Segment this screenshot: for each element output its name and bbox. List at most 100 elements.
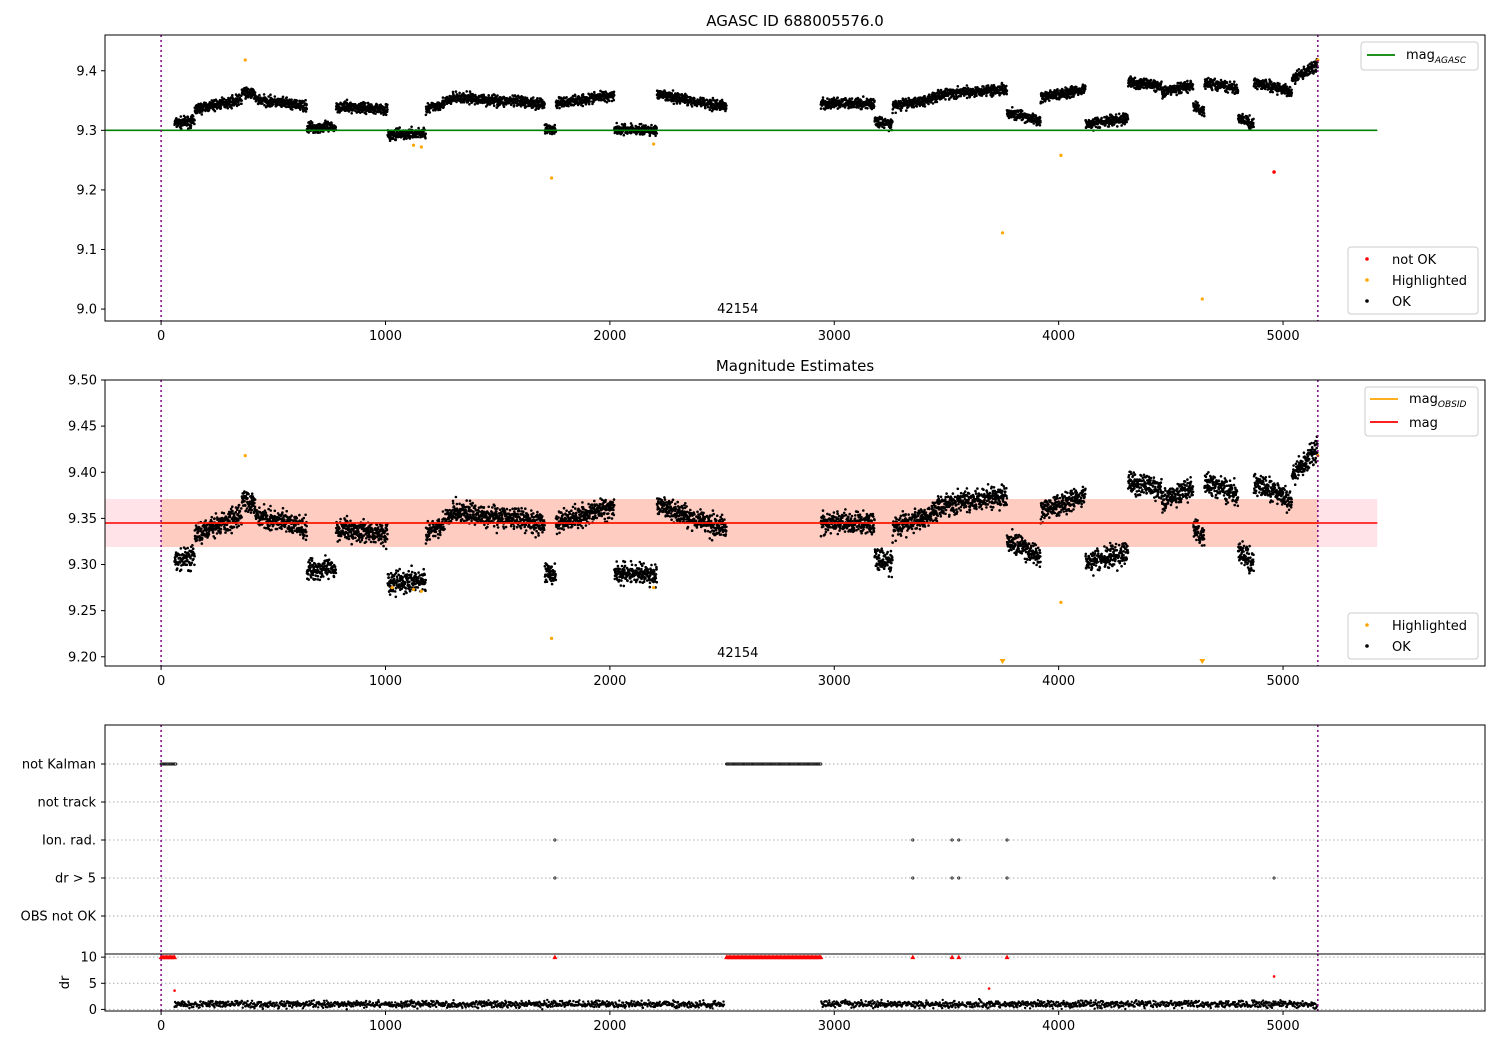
ok-point (1188, 88, 1191, 92)
ok-point (187, 127, 190, 131)
ok-point (347, 110, 351, 113)
ok-point (305, 107, 309, 111)
ok-point (1197, 104, 1201, 107)
ok-point (189, 126, 193, 130)
ok-point (866, 107, 869, 110)
ok-point (702, 97, 705, 100)
ok-point (261, 102, 264, 105)
ok-point (715, 98, 719, 102)
ok-point (1204, 87, 1207, 90)
ok-point (1191, 83, 1195, 86)
ok-point (449, 102, 453, 105)
ok-point (1203, 114, 1206, 118)
ok-points (173, 57, 1319, 142)
ok-point (522, 96, 525, 99)
ok-point (240, 102, 243, 106)
ok-point (1235, 86, 1239, 89)
ok-point (179, 127, 183, 130)
ok-point (307, 131, 311, 134)
ok-point (588, 100, 591, 103)
ok-point (905, 109, 908, 112)
ok-point (536, 97, 539, 100)
ok-point (1041, 101, 1044, 104)
ok-point (850, 97, 854, 100)
ok-point (230, 107, 233, 110)
ok-point (952, 95, 956, 98)
ok-point (1175, 93, 1178, 97)
ok-point (1038, 116, 1042, 119)
ok-point (207, 109, 211, 112)
ok-point (496, 94, 499, 97)
ok-point (468, 103, 471, 106)
ok-point (1011, 106, 1014, 109)
ok-point (410, 125, 413, 129)
ok-point (612, 90, 616, 94)
ok-point (502, 105, 506, 108)
ok-point (267, 95, 270, 98)
ok-point (555, 106, 559, 110)
ok-point (455, 100, 458, 104)
ok-point (290, 98, 293, 101)
ok-point (416, 135, 420, 139)
ok-point (644, 124, 647, 127)
ok-point (1084, 85, 1087, 88)
ok-point (532, 96, 535, 99)
ok-point (273, 95, 277, 98)
ok-point (428, 111, 432, 114)
ok-point (882, 126, 886, 129)
ok-point (574, 94, 577, 98)
ok-point (373, 109, 377, 112)
ok-point (334, 125, 338, 129)
ok-point (1226, 91, 1230, 94)
ok-point (836, 96, 839, 99)
ok-point (493, 93, 496, 97)
ok-point (237, 93, 241, 96)
ok-point (821, 96, 825, 99)
ok-point (708, 108, 712, 111)
ok-point (376, 103, 379, 107)
ok-point (398, 126, 402, 129)
ok-point (1142, 86, 1146, 90)
ok-point (931, 102, 935, 105)
ok-point (231, 94, 234, 97)
ok-point (1233, 80, 1236, 83)
ok-point (587, 102, 591, 106)
ok-point (269, 93, 272, 96)
ok-point (1160, 80, 1163, 83)
ok-point (411, 135, 415, 139)
ok-point (1183, 80, 1187, 84)
ok-point (252, 89, 256, 92)
ok-point (1191, 87, 1195, 91)
ok-point (1228, 80, 1232, 83)
ok-point (451, 90, 455, 94)
ok-point (944, 98, 947, 101)
ok-point (492, 104, 496, 108)
ok-point (1120, 124, 1123, 127)
ok-point (553, 123, 557, 127)
ok-point (476, 102, 480, 105)
ok-point (222, 97, 226, 101)
ok-point (1098, 126, 1102, 129)
ok-point (1000, 81, 1004, 85)
ok-point (510, 103, 513, 106)
ok-point (213, 109, 217, 113)
ok-point (386, 108, 389, 111)
ok-point (285, 96, 289, 99)
ok-point (318, 131, 322, 134)
ok-point (1039, 121, 1042, 124)
ok-point (565, 96, 568, 99)
ok-point (655, 132, 659, 135)
ok-point (462, 101, 466, 104)
ok-point (385, 110, 389, 113)
ok-point (237, 103, 240, 106)
ok-point (465, 90, 469, 93)
ok-point (295, 99, 299, 102)
ok-point (384, 113, 388, 117)
ok-point (622, 133, 626, 137)
ok-point (1196, 101, 1199, 104)
ok-point (1005, 92, 1008, 96)
ok-point (359, 103, 363, 106)
ok-point (424, 132, 428, 135)
ok-point (191, 115, 195, 118)
ok-point (608, 99, 611, 103)
